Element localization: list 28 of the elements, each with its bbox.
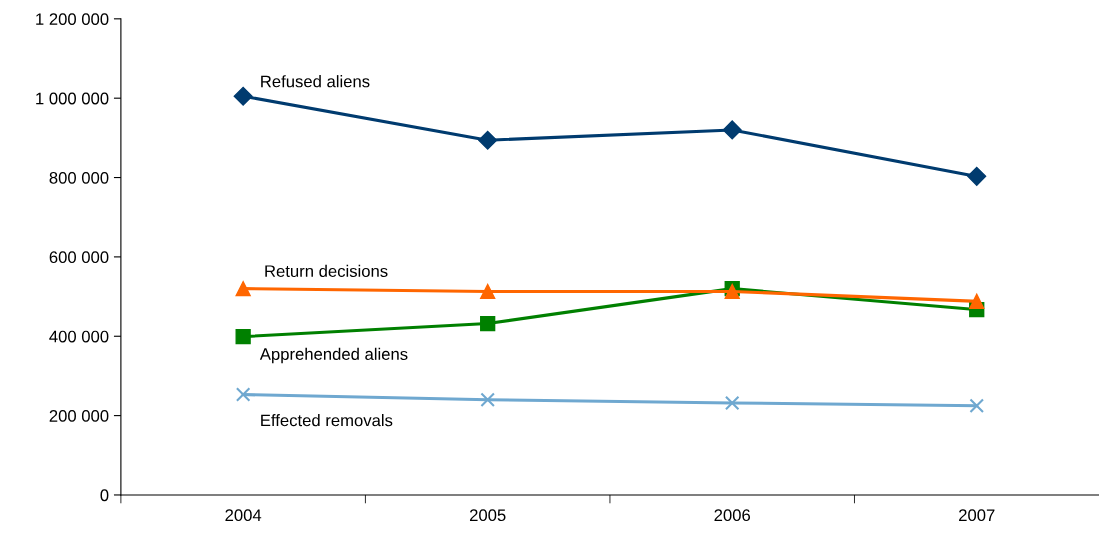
- point: [724, 395, 740, 411]
- y-tick-label: 800 000: [49, 171, 109, 184]
- point: [480, 315, 496, 332]
- x-tick-label: 2005: [469, 509, 506, 522]
- x-tick-label: 2006: [714, 509, 751, 522]
- series-label: Return decisions: [265, 264, 388, 278]
- series-label: Apprehended aliens: [259, 347, 408, 364]
- y-tick-label: 400 000: [49, 330, 109, 343]
- y-tick-label: 1 000 000: [36, 92, 109, 105]
- point: [233, 86, 253, 106]
- series-label: Refused aliens: [261, 75, 370, 88]
- point: [969, 293, 985, 309]
- point: [235, 280, 251, 297]
- y-tick-label: 600 000: [49, 251, 109, 264]
- point: [480, 283, 496, 300]
- point: [969, 398, 985, 413]
- y-tick-label: 1 200 000: [36, 13, 109, 26]
- x-tick-label: 2004: [225, 509, 262, 522]
- point: [967, 166, 987, 186]
- point: [480, 392, 495, 408]
- y-tick-label: 200 000: [49, 410, 109, 422]
- point: [478, 130, 498, 150]
- point: [235, 387, 251, 402]
- point: [722, 120, 742, 140]
- series-label: Effected removals: [261, 414, 393, 427]
- x-tick-label: 2007: [959, 509, 995, 522]
- point: [235, 329, 251, 345]
- y-tick-label: 0: [100, 489, 109, 502]
